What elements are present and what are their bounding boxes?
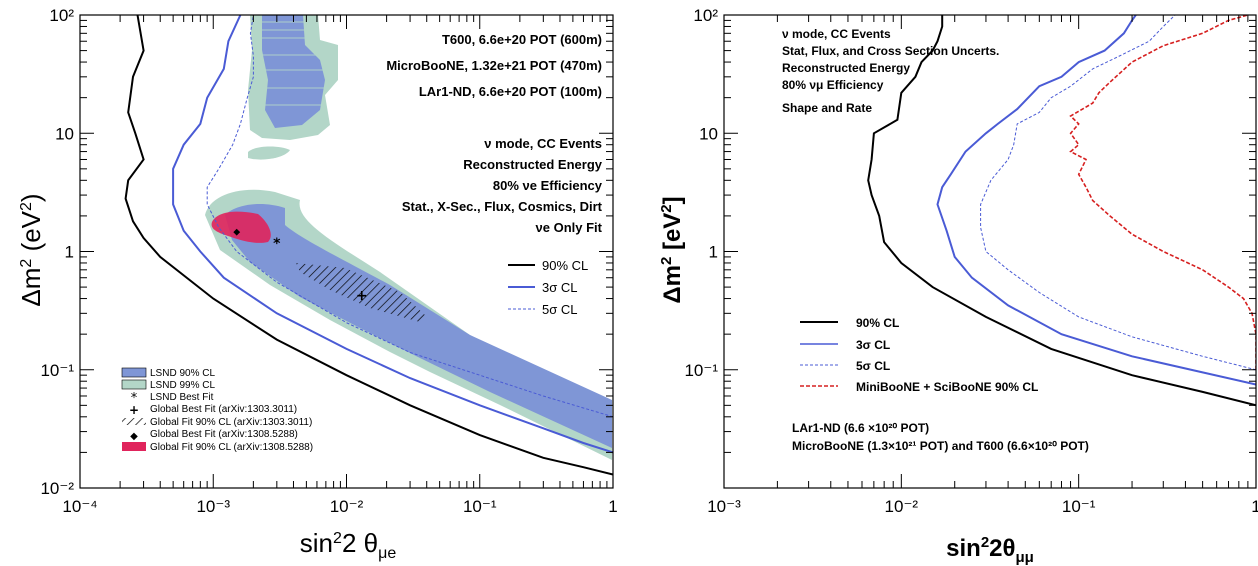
right-y-tick-label: 10² bbox=[693, 6, 718, 25]
right-curve-5-cl bbox=[981, 15, 1256, 370]
left-y-axis-title: Δm2 (eV2) bbox=[16, 193, 46, 306]
right-y-tick-label: 1 bbox=[709, 243, 718, 262]
annotation-4: ν mode, CC Events bbox=[484, 136, 602, 151]
legend-lsnd-99: LSND 99% CL bbox=[150, 380, 215, 391]
r-legend-miniboone: MiniBooNE + SciBooNE 90% CL bbox=[856, 380, 1038, 394]
right-y-axis-title: Δm2 [eV2] bbox=[658, 196, 686, 303]
right-curve-3-cl bbox=[938, 15, 1257, 385]
left-y-tick-label: 10⁻² bbox=[40, 479, 74, 498]
right-y-tick-label: 10⁻¹ bbox=[684, 361, 718, 380]
left-y-tick-label: 1 bbox=[65, 243, 74, 262]
right-x-tick-label: 10⁻¹ bbox=[1062, 497, 1096, 516]
legend-global-fit-3011: Global Fit 90% CL (arXiv:1303.3011) bbox=[150, 417, 312, 428]
left-x-tick-label: 10⁻³ bbox=[196, 497, 230, 516]
left-panel: 10⁻⁴ 10⁻³ 10⁻² 10⁻¹ 1 10⁻² 10⁻¹ 1 10 10² * + ◆ T600… bbox=[16, 6, 618, 562]
left-x-tick-label: 10⁻² bbox=[330, 497, 364, 516]
annotation-5: Reconstructed Energy bbox=[463, 157, 602, 172]
annotation-6: 80% νe Efficiency bbox=[493, 178, 603, 193]
legend-lsnd-90: LSND 90% CL bbox=[150, 368, 215, 379]
right-x-axis-title: sin22θμμ bbox=[946, 534, 1034, 566]
r-annotation-2: Stat, Flux, and Cross Section Uncerts. bbox=[782, 44, 999, 58]
r-annotation-6: LAr1-ND (6.6 ×10²⁰ POT) bbox=[792, 421, 929, 435]
right-x-tick-label: 1 bbox=[1251, 497, 1258, 516]
legend-global-best-5288: Global Best Fit (arXiv:1308.5288) bbox=[150, 429, 298, 440]
annotation-3: LAr1-ND, 6.6e+20 POT (100m) bbox=[419, 84, 602, 99]
annotation-7: Stat., X-Sec., Flux, Cosmics, Dirt bbox=[402, 199, 603, 214]
r-annotation-4: 80% νμ Efficiency bbox=[782, 78, 884, 92]
legend-lsnd-best: LSND Best Fit bbox=[150, 392, 214, 403]
left-y-tick-label: 10² bbox=[49, 6, 74, 25]
legend-5sigma: 5σ CL bbox=[542, 302, 577, 317]
legend-3sigma: 3σ CL bbox=[542, 280, 577, 295]
annotation-2: MicroBooNE, 1.32e+21 POT (470m) bbox=[386, 58, 602, 73]
right-x-tick-label: 10⁻² bbox=[885, 497, 919, 516]
left-x-tick-label: 10⁻¹ bbox=[463, 497, 497, 516]
left-x-tick-label: 1 bbox=[608, 497, 617, 516]
left-y-tick-label: 10⁻¹ bbox=[40, 361, 74, 380]
annotation-1: T600, 6.6e+20 POT (600m) bbox=[442, 32, 602, 47]
left-curve-legend: 90% CL 3σ CL 5σ CL bbox=[508, 258, 588, 317]
legend-90cl: 90% CL bbox=[542, 258, 588, 273]
legend-global-best-5288-marker: ◆ bbox=[130, 431, 138, 442]
right-x-tick-label: 10⁻³ bbox=[707, 497, 741, 516]
left-region-legend: LSND 90% CL LSND 99% CL * LSND Best Fit … bbox=[122, 368, 313, 453]
left-x-tick-label: 10⁻⁴ bbox=[62, 497, 97, 516]
r-annotation-7: MicroBooNE (1.3×10²¹ POT) and T600 (6.6×… bbox=[792, 439, 1089, 453]
marker-lsnd-best-fit: * bbox=[273, 236, 281, 252]
legend-global-fit-5288: Global Fit 90% CL (arXiv:1308.5288) bbox=[150, 442, 313, 453]
right-curve-90-cl bbox=[868, 15, 1256, 405]
legend-global-best-3011-marker: + bbox=[129, 403, 139, 417]
lsnd-99-island bbox=[248, 146, 290, 159]
marker-global-best-fit-arxiv-1303-3011-: + bbox=[356, 288, 368, 304]
right-y-tick-label: 10 bbox=[699, 124, 718, 143]
right-panel: 10⁻³ 10⁻² 10⁻¹ 1 10⁻¹ 1 10 10² ν mode, CC Event… bbox=[658, 6, 1258, 566]
marker-global-best-fit-arxiv-1308-5288-: ◆ bbox=[233, 228, 240, 238]
r-legend-5sigma: 5σ CL bbox=[856, 359, 890, 373]
r-annotation-1: ν mode, CC Events bbox=[782, 27, 891, 41]
left-x-axis-title: sin22 θμe bbox=[300, 528, 397, 562]
legend-global-best-3011: Global Best Fit (arXiv:1303.3011) bbox=[150, 404, 297, 415]
right-curve-legend: 90% CL 3σ CL 5σ CL MiniBooNE + SciBooNE … bbox=[800, 316, 1038, 394]
r-annotation-3: Reconstructed Energy bbox=[782, 61, 910, 75]
annotation-8: νe Only Fit bbox=[536, 220, 603, 235]
r-legend-3sigma: 3σ CL bbox=[856, 338, 890, 352]
r-annotation-5: Shape and Rate bbox=[782, 101, 872, 115]
right-curve-miniboone-sciboone-90-cl bbox=[1071, 15, 1256, 370]
left-y-tick-label: 10 bbox=[55, 124, 74, 143]
r-legend-90cl: 90% CL bbox=[856, 316, 899, 330]
